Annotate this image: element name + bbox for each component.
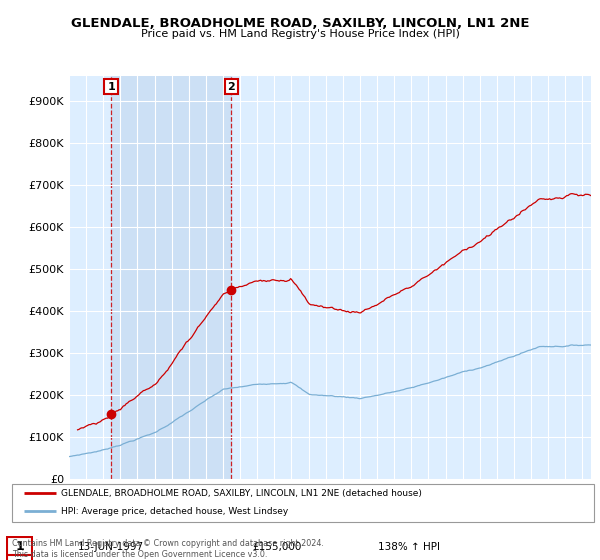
- Text: GLENDALE, BROADHOLME ROAD, SAXILBY, LINCOLN, LN1 2NE: GLENDALE, BROADHOLME ROAD, SAXILBY, LINC…: [71, 17, 529, 30]
- Text: Price paid vs. HM Land Registry's House Price Index (HPI): Price paid vs. HM Land Registry's House …: [140, 29, 460, 39]
- Text: £155,000: £155,000: [252, 542, 301, 552]
- FancyBboxPatch shape: [7, 537, 32, 555]
- Text: 2: 2: [15, 558, 24, 560]
- Text: 1: 1: [15, 539, 24, 553]
- Text: Contains HM Land Registry data © Crown copyright and database right 2024.
This d: Contains HM Land Registry data © Crown c…: [12, 539, 324, 559]
- Text: 2: 2: [227, 82, 235, 92]
- FancyBboxPatch shape: [12, 484, 594, 522]
- Text: 1: 1: [107, 82, 115, 92]
- Bar: [111, 76, 232, 479]
- Text: GLENDALE, BROADHOLME ROAD, SAXILBY, LINCOLN, LN1 2NE (detached house): GLENDALE, BROADHOLME ROAD, SAXILBY, LINC…: [61, 489, 422, 498]
- FancyBboxPatch shape: [7, 556, 32, 560]
- Text: 138% ↑ HPI: 138% ↑ HPI: [378, 542, 440, 552]
- Text: 13-JUN-1997: 13-JUN-1997: [78, 542, 144, 552]
- Text: HPI: Average price, detached house, West Lindsey: HPI: Average price, detached house, West…: [61, 507, 289, 516]
